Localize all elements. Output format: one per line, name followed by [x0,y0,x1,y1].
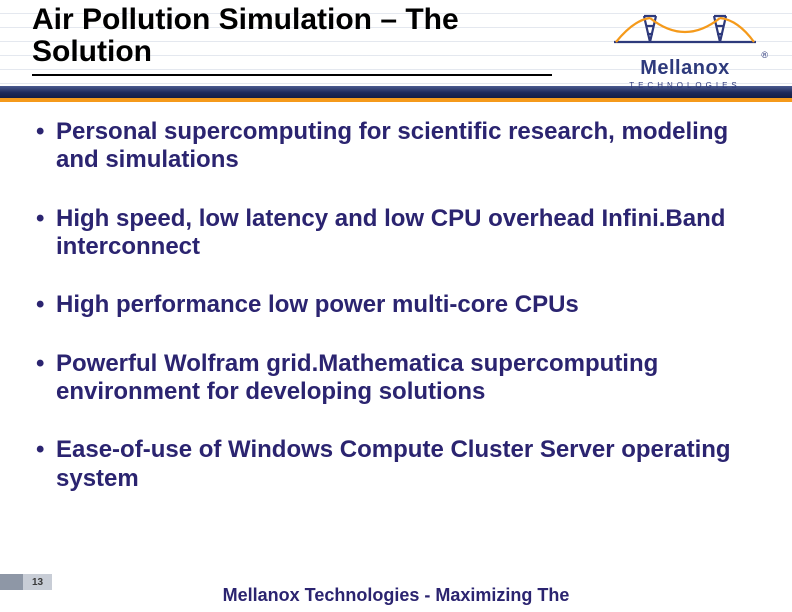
bullet-dot-icon: • [36,205,56,233]
logo-name: Mellanox [604,57,766,80]
bullet-dot-icon: • [36,291,56,319]
logo-subtext: TECHNOLOGIES [604,81,766,90]
bullet-dot-icon: • [36,350,56,378]
bullet-text: High speed, low latency and low CPU over… [56,205,756,262]
bullet-item: •Personal supercomputing for scientific … [36,118,756,175]
bullet-item: •High speed, low latency and low CPU ove… [36,205,756,262]
bridge-icon [610,12,760,50]
bullet-text: Personal supercomputing for scientific r… [56,118,756,175]
bullet-item: •High performance low power multi-core C… [36,291,756,319]
registered-mark: ® [761,50,768,60]
footer-text: Mellanox Technologies - Maximizing The [0,585,792,612]
bullet-dot-icon: • [36,118,56,146]
bullet-text: High performance low power multi-core CP… [56,291,756,319]
bullet-item: •Ease-of-use of Windows Compute Cluster … [36,436,756,493]
bullet-text: Powerful Wolfram grid.Mathematica superc… [56,350,756,407]
header-orange-band [0,98,792,102]
mellanox-logo: Mellanox TECHNOLOGIES ® [604,12,766,90]
bullet-text: Ease-of-use of Windows Compute Cluster S… [56,436,756,493]
title-underline [32,74,552,76]
slide-body: •Personal supercomputing for scientific … [36,118,756,523]
slide-title: Air Pollution Simulation – The Solution [32,4,552,67]
bullet-item: •Powerful Wolfram grid.Mathematica super… [36,350,756,407]
bullet-dot-icon: • [36,436,56,464]
header: Air Pollution Simulation – The Solution [0,0,792,96]
